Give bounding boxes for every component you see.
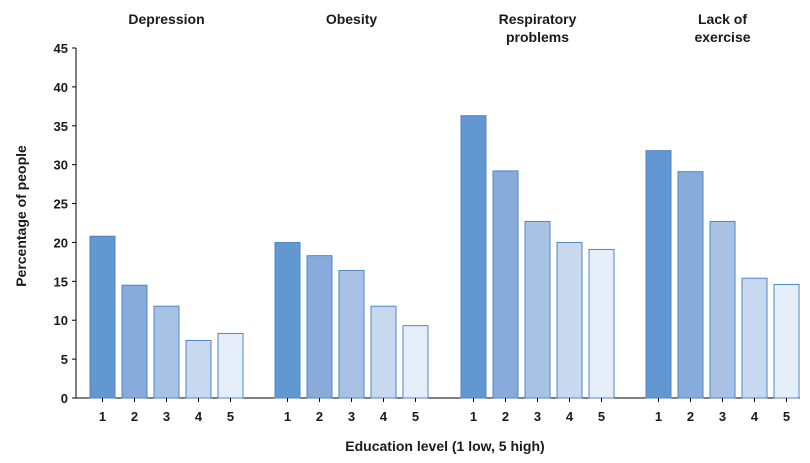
bar-group: Depression 1 2 3 4 5 <box>89 11 244 424</box>
bar <box>217 332 244 399</box>
bar <box>773 283 800 399</box>
x-tick-label: 2 <box>502 409 509 424</box>
bar <box>306 255 333 399</box>
bar <box>588 248 615 399</box>
group-title: exercise <box>694 29 750 45</box>
bar <box>556 241 583 399</box>
bar <box>709 220 736 399</box>
bar <box>677 171 704 399</box>
bar <box>645 150 672 399</box>
x-tick-label: 5 <box>598 409 605 424</box>
y-axis-label: Percentage of people <box>13 145 29 287</box>
y-tick-label: 10 <box>54 313 68 328</box>
bar-group: Lack of exercise 1 2 3 4 5 <box>645 11 800 424</box>
x-axis-label: Education level (1 low, 5 high) <box>345 438 544 454</box>
x-tick-label: 4 <box>195 409 203 424</box>
group-title: Obesity <box>326 11 378 27</box>
group-title: problems <box>506 29 569 45</box>
bar <box>121 284 148 399</box>
x-tick-label: 1 <box>470 409 477 424</box>
bar <box>460 115 487 399</box>
group-title: Depression <box>128 11 204 27</box>
bar <box>153 305 180 399</box>
bar-group: Obesity 1 2 3 4 5 <box>274 11 429 424</box>
bar <box>402 325 429 399</box>
x-tick-label: 5 <box>412 409 419 424</box>
x-tick-label: 3 <box>163 409 170 424</box>
bar <box>524 220 551 399</box>
x-tick-label: 5 <box>783 409 790 424</box>
bar <box>338 269 365 399</box>
y-tick-label: 40 <box>54 80 68 95</box>
x-tick-label: 1 <box>99 409 106 424</box>
bar <box>89 235 116 399</box>
x-tick-label: 2 <box>131 409 138 424</box>
x-tick-label: 3 <box>348 409 355 424</box>
y-tick-label: 20 <box>54 235 68 250</box>
x-tick-label: 4 <box>380 409 388 424</box>
bar-groups: Depression 1 2 3 4 5 Obesity 1 2 3 4 5 Respiratory pr… <box>89 11 800 424</box>
y-tick-label: 5 <box>61 352 68 367</box>
group-title: Lack of <box>698 11 747 27</box>
bar <box>274 241 301 399</box>
y-tick-label: 30 <box>54 158 68 173</box>
x-tick-label: 2 <box>316 409 323 424</box>
x-tick-label: 1 <box>655 409 662 424</box>
x-tick-label: 1 <box>284 409 291 424</box>
x-tick-label: 4 <box>566 409 574 424</box>
bar <box>370 305 397 399</box>
bar <box>741 277 768 399</box>
y-ticks: 0 5 10 15 20 25 30 35 40 45 <box>54 41 76 406</box>
group-title: Respiratory <box>499 11 577 27</box>
y-tick-label: 0 <box>61 391 68 406</box>
x-tick-label: 3 <box>719 409 726 424</box>
y-tick-label: 15 <box>54 274 68 289</box>
bar <box>185 339 212 399</box>
y-tick-label: 45 <box>54 41 68 56</box>
bar-group: Respiratory problems 1 2 3 4 5 <box>460 11 615 424</box>
y-tick-label: 35 <box>54 119 68 134</box>
y-tick-label: 25 <box>54 197 68 212</box>
x-tick-label: 2 <box>687 409 694 424</box>
x-tick-label: 4 <box>751 409 759 424</box>
bar <box>492 170 519 399</box>
x-tick-label: 3 <box>534 409 541 424</box>
x-tick-label: 5 <box>227 409 234 424</box>
